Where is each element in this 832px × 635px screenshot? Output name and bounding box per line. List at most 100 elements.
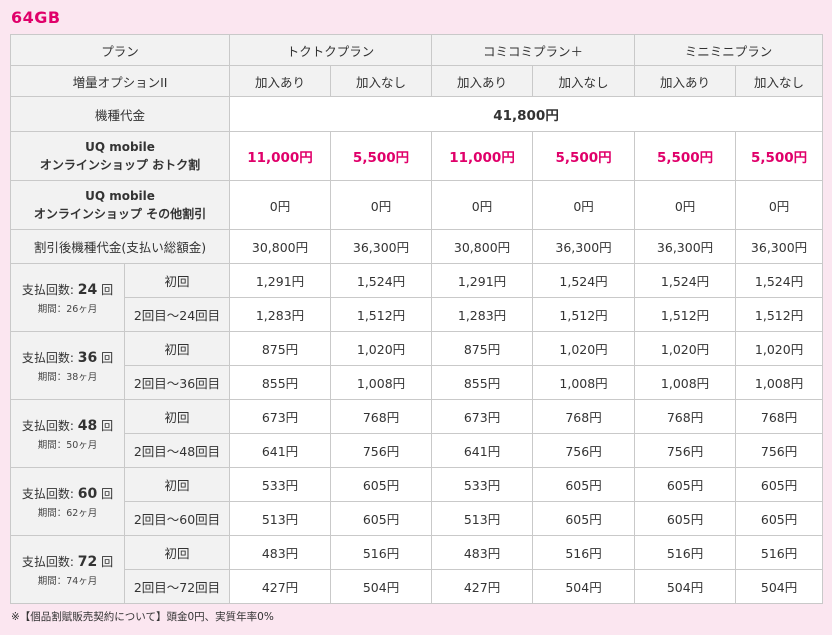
installment-count-prefix: 支払回数:	[21, 350, 78, 365]
installment-period: 期間：50ヶ月	[37, 439, 98, 451]
installment-rest-row: 2回目〜48回目 641円 756円 641円 756円 756円 756円	[11, 433, 824, 468]
option-value: 加入あり	[431, 65, 534, 97]
installment-first-value: 483円	[229, 535, 332, 570]
installment-first-row: 支払回数: 48 回期間：50ヶ月 初回 673円 768円 673円 768円 768円 7…	[10, 399, 824, 468]
installment-count: 支払回数: 36 回	[12, 349, 124, 366]
installment-first-value: 605円	[330, 467, 433, 502]
uq-other-value: 0円	[634, 180, 737, 230]
uq-other-row: UQ mobile オンラインショップ その他割引 0円 0円 0円 0円 0円…	[9, 180, 824, 230]
installment-count-cell: 支払回数: 72 回期間：74ヶ月	[10, 535, 125, 604]
installment-first-value: 673円	[431, 399, 534, 434]
uq-other-value: 0円	[229, 180, 332, 230]
uq-discount-value: 5,500円	[634, 131, 737, 181]
installment-rest-label: 2回目〜48回目	[123, 433, 231, 468]
installment-first-row: 支払回数: 72 回期間：74ヶ月 初回 483円 516円 483円 516円 516円 5…	[10, 535, 824, 604]
installment-first-value: 533円	[229, 467, 332, 502]
uq-discount-value: 5,500円	[330, 131, 433, 181]
installment-first-value: 1,524円	[330, 263, 433, 298]
installment-first-value: 1,524円	[634, 263, 737, 298]
installment-first-value: 516円	[532, 535, 636, 570]
installment-count-prefix: 支払回数:	[21, 418, 78, 433]
installment-count: 支払回数: 48 回	[12, 417, 124, 434]
uq-other-label-line2: オンラインショップ その他割引	[33, 207, 207, 221]
installment-first-value: 1,020円	[634, 331, 737, 366]
device-price-value: 41,800円	[229, 96, 824, 132]
installment-period: 期間：62ヶ月	[37, 507, 98, 519]
installment-first-value: 1,291円	[431, 263, 534, 298]
uq-other-label-line1: UQ mobile	[85, 189, 155, 203]
installment-count-number: 36	[77, 349, 98, 366]
installment-first-value: 1,020円	[532, 331, 636, 366]
plan-name-komikomi: コミコミプラン＋	[431, 34, 636, 66]
after-discount-label: 割引後機種代金(支払い総額金)	[9, 229, 231, 264]
installment-rest-value: 605円	[634, 501, 737, 536]
installment-first-row: 支払回数: 36 回期間：38ヶ月 初回 875円 1,020円 875円 1,020円 1…	[10, 331, 824, 400]
price-table-body: プラン トクトクプラン コミコミプラン＋ ミニミニプラン 増量オプションII 加…	[9, 34, 824, 604]
installment-rest-label: 2回目〜36回目	[123, 365, 231, 400]
installment-rest-row: 2回目〜60回目 513円 605円 513円 605円 605円 605円	[11, 501, 824, 536]
installment-count-prefix: 支払回数:	[21, 486, 78, 501]
uq-discount-row: UQ mobile オンラインショップ おトク割 11,000円 5,500円 …	[9, 131, 824, 181]
plan-name-minimini: ミニミニプラン	[634, 34, 824, 66]
device-price-label: 機種代金	[9, 96, 231, 132]
installment-rest-value: 756円	[532, 433, 636, 468]
installment-rest-value: 756円	[735, 433, 824, 468]
installment-rest-value: 504円	[532, 569, 636, 604]
device-price-row: 機種代金 41,800円	[9, 96, 824, 132]
uq-discount-label-line2: オンラインショップ おトク割	[39, 158, 201, 172]
installment-rest-value: 605円	[532, 501, 636, 536]
plan-header-row: プラン トクトクプラン コミコミプラン＋ ミニミニプラン	[9, 34, 824, 66]
plan-name-tokutoku: トクトクプラン	[229, 34, 433, 66]
installment-first-value: 768円	[330, 399, 433, 434]
uq-discount-value: 11,000円	[431, 131, 534, 181]
installment-rest-value: 1,283円	[229, 297, 332, 332]
installment-first-value: 533円	[431, 467, 534, 502]
installment-rest-row: 2回目〜72回目 427円 504円 427円 504円 504円 504円	[11, 569, 824, 604]
installment-rest-value: 1,008円	[634, 365, 737, 400]
installment-first-value: 1,020円	[330, 331, 433, 366]
installment-rest-row: 2回目〜24回目 1,283円 1,512円 1,283円 1,512円 1,512円 1,…	[11, 297, 824, 332]
uq-other-value: 0円	[735, 180, 824, 230]
installment-first-label: 初回	[123, 399, 231, 434]
installment-first-value: 1,291円	[229, 263, 332, 298]
installment-count: 支払回数: 24 回	[12, 281, 124, 298]
installment-count-number: 48	[77, 417, 98, 434]
option-value: 加入なし	[532, 65, 636, 97]
installment-count-cell: 支払回数: 24 回期間：26ヶ月	[10, 263, 125, 332]
installment-first-value: 768円	[634, 399, 737, 434]
installment-rest-value: 427円	[229, 569, 332, 604]
installment-count: 支払回数: 72 回	[12, 553, 124, 570]
installment-first-label: 初回	[123, 331, 231, 366]
installment-count-number: 60	[77, 485, 98, 502]
installment-first-value: 1,524円	[532, 263, 636, 298]
footnote: ※【個品割賦販売契約について】頭金0円、実質年率0%	[11, 611, 274, 623]
option-value: 加入あり	[229, 65, 332, 97]
installment-first-value: 1,524円	[735, 263, 824, 298]
after-discount-value: 36,300円	[634, 229, 737, 264]
installment-count-suffix: 回	[97, 486, 114, 501]
installment-count-number: 24	[77, 281, 98, 298]
installment-count-suffix: 回	[97, 554, 114, 569]
installment-count-cell: 支払回数: 36 回期間：38ヶ月	[10, 331, 125, 400]
after-discount-value: 30,800円	[431, 229, 534, 264]
installment-rest-label: 2回目〜24回目	[123, 297, 231, 332]
after-discount-value: 36,300円	[735, 229, 824, 264]
installment-rest-value: 641円	[229, 433, 332, 468]
uq-other-value: 0円	[431, 180, 534, 230]
option-value: 加入なし	[330, 65, 433, 97]
installment-period: 期間：38ヶ月	[37, 371, 98, 383]
installment-rest-value: 855円	[431, 365, 534, 400]
installment-rest-value: 1,008円	[532, 365, 636, 400]
installment-first-value: 768円	[735, 399, 824, 434]
installment-first-value: 605円	[735, 467, 824, 502]
installment-rest-value: 1,512円	[735, 297, 824, 332]
after-discount-value: 30,800円	[229, 229, 332, 264]
installment-first-row: 支払回数: 60 回期間：62ヶ月 初回 533円 605円 533円 605円 605円 6…	[10, 467, 824, 536]
installment-rest-value: 1,008円	[735, 365, 824, 400]
uq-discount-value: 11,000円	[229, 131, 332, 181]
installment-count-prefix: 支払回数:	[21, 282, 78, 297]
installment-rest-value: 855円	[229, 365, 332, 400]
installment-rest-value: 605円	[330, 501, 433, 536]
installment-rest-value: 513円	[229, 501, 332, 536]
